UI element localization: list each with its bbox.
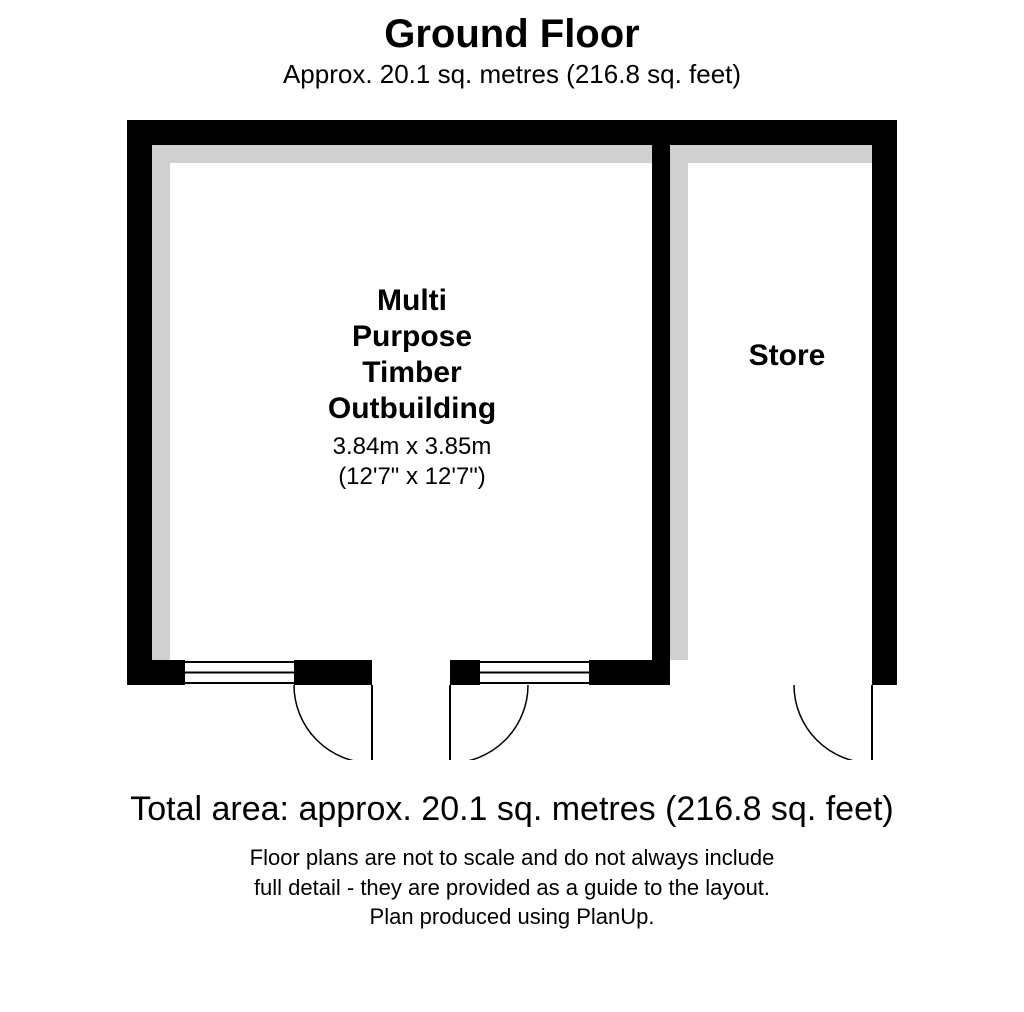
svg-text:(12'7" x 12'7"): (12'7" x 12'7"): [338, 463, 486, 490]
disclaimer: Floor plans are not to scale and do not …: [0, 843, 1024, 932]
svg-text:Store: Store: [749, 339, 826, 372]
svg-text:Timber: Timber: [362, 356, 462, 389]
floor-title: Ground Floor: [0, 0, 1024, 57]
svg-text:3.84m x 3.85m: 3.84m x 3.85m: [333, 433, 492, 460]
disclaimer-line: full detail - they are provided as a gui…: [0, 873, 1024, 903]
disclaimer-line: Plan produced using PlanUp.: [0, 902, 1024, 932]
svg-text:Purpose: Purpose: [352, 320, 472, 353]
svg-text:Outbuilding: Outbuilding: [328, 392, 496, 425]
floorplan: MultiPurposeTimberOutbuilding 3.84m x 3.8…: [127, 120, 897, 760]
floorplan-svg: MultiPurposeTimberOutbuilding 3.84m x 3.8…: [127, 120, 897, 760]
svg-text:Multi: Multi: [377, 284, 447, 317]
floor-subtitle: Approx. 20.1 sq. metres (216.8 sq. feet): [0, 59, 1024, 90]
disclaimer-line: Floor plans are not to scale and do not …: [0, 843, 1024, 873]
page: Ground Floor Approx. 20.1 sq. metres (21…: [0, 0, 1024, 1012]
total-area: Total area: approx. 20.1 sq. metres (216…: [0, 790, 1024, 829]
